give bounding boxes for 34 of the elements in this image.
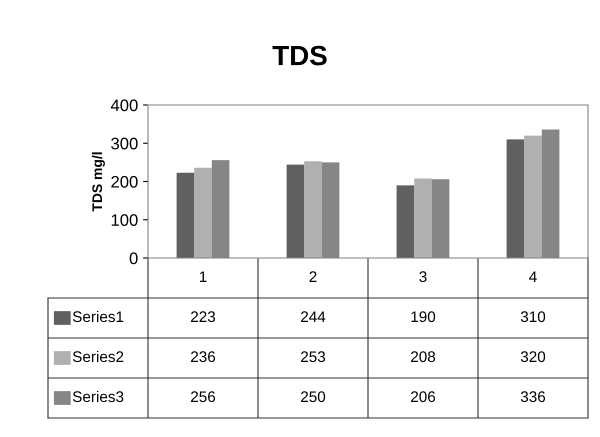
y-axis-title: TDS mg/l <box>92 152 105 212</box>
y-tick-label: 200 <box>111 176 138 188</box>
bar <box>286 164 304 258</box>
legend-label: Series2 <box>72 350 124 362</box>
y-tick-label: 400 <box>110 99 138 112</box>
bar <box>304 161 322 258</box>
bar <box>194 168 212 258</box>
bar <box>396 185 414 258</box>
data-label: 190 <box>411 311 436 322</box>
data-label: 256 <box>191 391 216 402</box>
y-tick-label: 0 <box>130 252 138 264</box>
data-label: 250 <box>301 391 326 402</box>
data-label: 236 <box>191 351 216 362</box>
bar <box>506 139 524 258</box>
x-tick-label: 4 <box>529 271 537 282</box>
legend-label: Series3 <box>72 390 124 402</box>
data-label: 244 <box>301 311 326 322</box>
data-label: 223 <box>191 311 216 322</box>
data-label: 336 <box>520 391 546 402</box>
x-tick-label: 1 <box>200 271 207 282</box>
y-tick-label: 100 <box>112 214 138 226</box>
data-label: 253 <box>301 351 326 362</box>
legend-label: Series1 <box>72 310 124 322</box>
bar <box>176 172 194 258</box>
data-label: 206 <box>411 391 436 402</box>
chart-title: TDS <box>272 46 327 66</box>
bar <box>414 178 432 258</box>
x-tick-label: 3 <box>419 271 427 282</box>
y-tick-label: 300 <box>111 138 138 150</box>
data-label: 320 <box>520 351 546 362</box>
x-tick-label: 2 <box>310 271 316 282</box>
data-label: 310 <box>520 311 546 322</box>
bar <box>524 136 542 258</box>
data-label: 208 <box>411 351 436 362</box>
